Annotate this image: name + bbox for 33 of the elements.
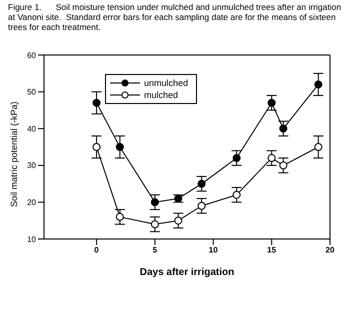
point (198, 180, 206, 188)
point (150, 198, 159, 206)
y-tick-label: 30 (27, 161, 37, 170)
point (268, 98, 276, 107)
y-tick-label: 50 (27, 88, 37, 97)
point (92, 143, 101, 151)
chart-title: Figure 1. Soil moisture tension under mulched and unmulched trees after an irrigation at Vanoni site. Standard error bars for each sampling date are for the means of sixteen trees for each treatment. (8, 2, 342, 34)
y-tick-label: 40 (27, 124, 37, 134)
point (314, 80, 322, 88)
point (232, 154, 241, 162)
y-tick-label: 10 (27, 234, 37, 244)
point (314, 143, 322, 151)
point (279, 161, 288, 170)
x-tick-label: 5 (152, 246, 158, 255)
x-tick-label: 10 (208, 246, 218, 255)
point (92, 98, 101, 107)
x-axis-title: Days after irrigation (140, 267, 234, 278)
x-tick-label: 20 (326, 246, 335, 255)
point (232, 190, 241, 199)
point (150, 220, 159, 228)
point (268, 154, 276, 162)
y-tick-label: 20 (27, 198, 37, 208)
x-tick-label: 15 (267, 246, 277, 255)
y-axis-title: Soil matric potential (-kPa) (9, 101, 20, 207)
point (116, 143, 124, 151)
point (279, 124, 288, 133)
x-tick-label: 0 (94, 246, 100, 255)
legend-label: unmulched (144, 78, 188, 88)
point (174, 216, 182, 225)
legend-label: mulched (144, 90, 178, 100)
y-tick-label: 60 (27, 50, 37, 60)
point (198, 202, 206, 210)
point (116, 212, 124, 221)
